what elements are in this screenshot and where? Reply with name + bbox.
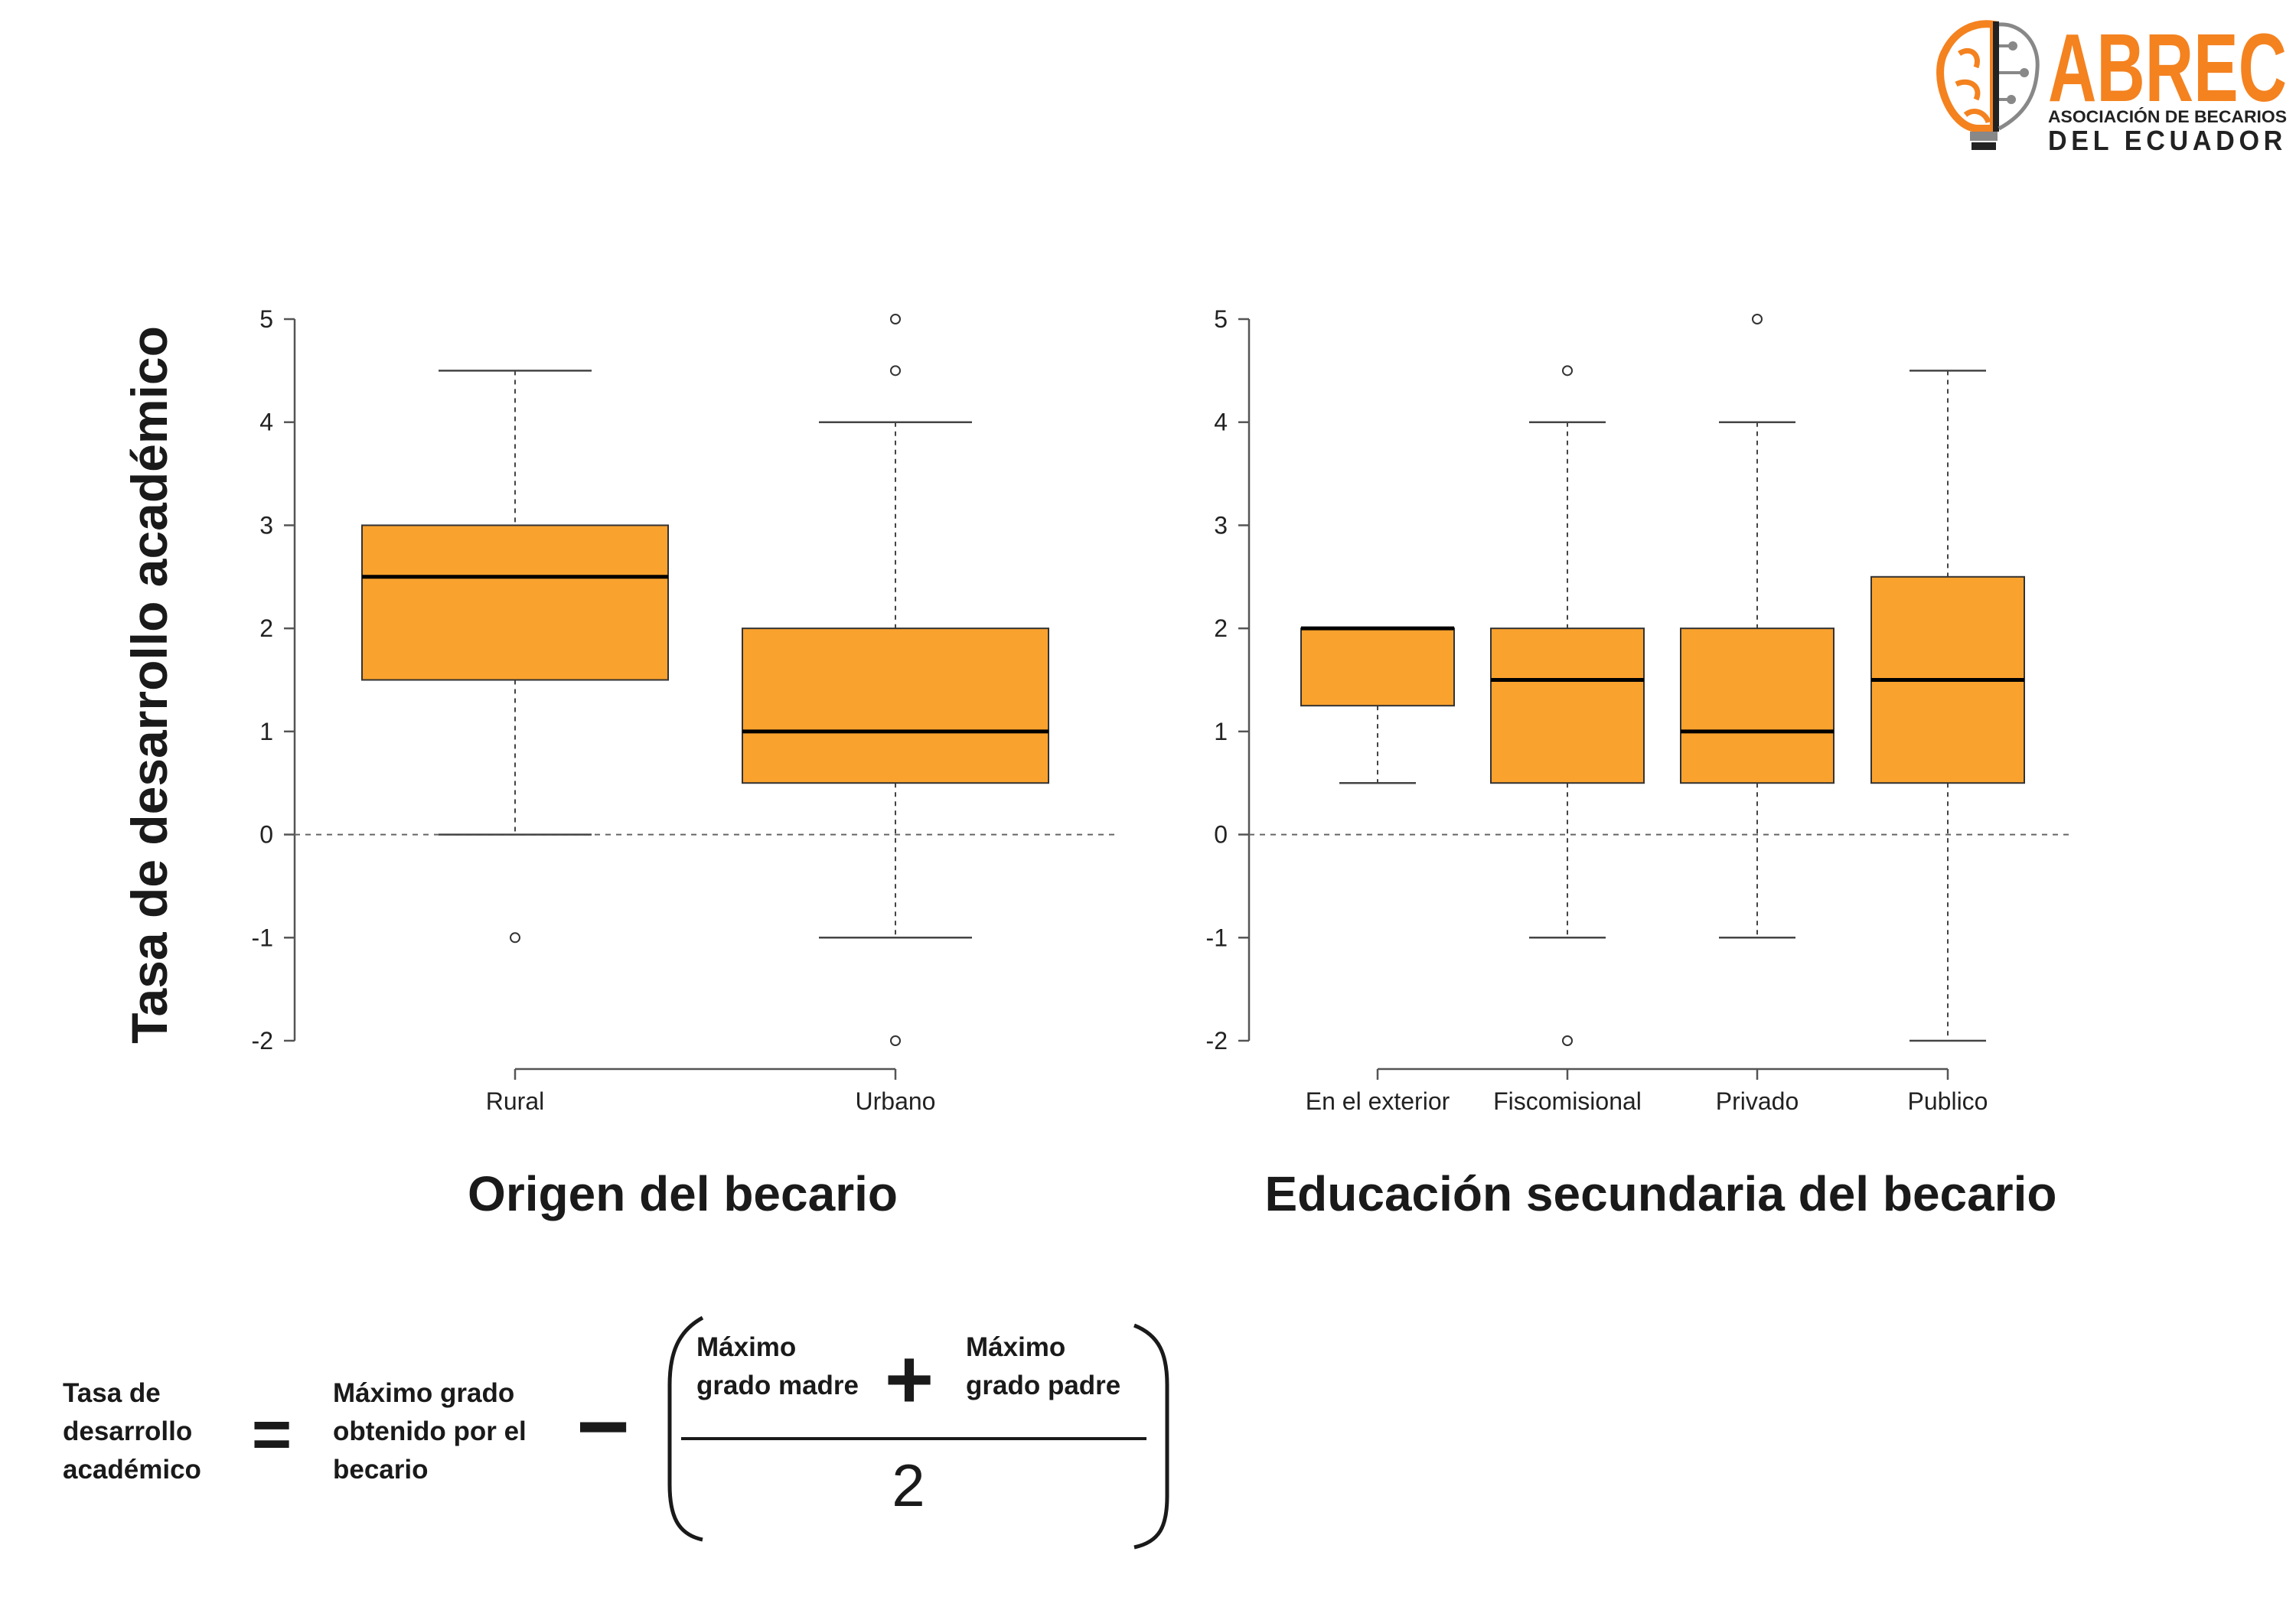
y-tick-label: 0 — [1214, 821, 1228, 849]
formula-lhs: Tasa de desarrollo académico — [63, 1378, 201, 1485]
logo-subtitle-line1: ASOCIACIÓN DE BECARIOS — [2048, 107, 2287, 126]
boxplot-origen: -2 -1 0 1 2 3 4 5 Rural Urbano — [252, 305, 1117, 1115]
y-tick-label: 2 — [259, 614, 273, 642]
x-axis-title-origen: Origen del becario — [468, 1166, 898, 1221]
y-tick-label: 0 — [259, 821, 273, 849]
formula-denominator: 2 — [892, 1452, 925, 1519]
box — [1680, 627, 1835, 784]
y-tick-label: -1 — [252, 924, 273, 951]
x-tick-label: Fiscomisional — [1493, 1087, 1642, 1115]
outlier-point — [1562, 365, 1573, 376]
y-tick-label: 3 — [1214, 511, 1228, 539]
formula-term1: Máximo grado obtenido por el becario — [333, 1378, 534, 1485]
formula-minus: − — [576, 1375, 630, 1478]
y-tick-label: -1 — [1206, 924, 1228, 951]
y-tick-label: 5 — [259, 305, 273, 333]
box — [361, 524, 669, 681]
x-tick-label: Privado — [1716, 1087, 1799, 1115]
logo-brand: ABREC — [2048, 14, 2287, 122]
formula: Tasa de desarrollo académico = Máximo gr… — [63, 1315, 1169, 1550]
formula-equals: = — [252, 1397, 292, 1473]
x-tick-label: Publico — [1908, 1087, 1988, 1115]
right-bracket — [1133, 1323, 1169, 1550]
left-bracket — [667, 1315, 704, 1542]
box — [1300, 627, 1455, 707]
lightbulb-brain-icon — [1936, 20, 2040, 150]
y-tick-label: 5 — [1214, 305, 1228, 333]
box — [742, 627, 1049, 784]
boxplot-educacion: -2 -1 0 1 2 3 4 5 En el exterior Fiscomisional Pri… — [1206, 305, 2074, 1115]
outlier-point — [890, 365, 901, 376]
logo-subtitle-line2: DEL ECUADOR — [2048, 125, 2287, 156]
y-tick-label: -2 — [252, 1027, 273, 1054]
x-tick-label: Urbano — [856, 1087, 936, 1115]
outlier-point — [510, 932, 520, 944]
x-tick-label: Rural — [486, 1087, 544, 1115]
outlier-point — [1562, 1035, 1573, 1046]
y-tick-label: 1 — [1214, 718, 1228, 745]
formula-mother: Máximo grado madre — [696, 1332, 859, 1400]
formula-plus: + — [885, 1332, 934, 1426]
y-tick-label: 4 — [259, 409, 273, 436]
outlier-point — [1752, 314, 1763, 324]
y-tick-label: -2 — [1206, 1027, 1228, 1054]
y-tick-label: 1 — [259, 718, 273, 745]
y-tick-label: 3 — [259, 511, 273, 539]
box — [1490, 627, 1645, 784]
x-axis-title-educacion: Educación secundaria del becario — [1264, 1166, 2056, 1221]
y-tick-label: 2 — [1214, 614, 1228, 642]
y-tick-label: 4 — [1214, 409, 1228, 436]
outlier-point — [890, 1035, 901, 1046]
x-tick-label: En el exterior — [1306, 1087, 1450, 1115]
abrec-logo: ABREC ASOCIACIÓN DE BECARIOS DEL ECUADOR — [1936, 14, 2287, 156]
outlier-point — [890, 314, 901, 324]
y-axis-title: Tasa de desarrollo académico — [121, 326, 178, 1044]
formula-father: Máximo grado padre — [966, 1332, 1120, 1400]
